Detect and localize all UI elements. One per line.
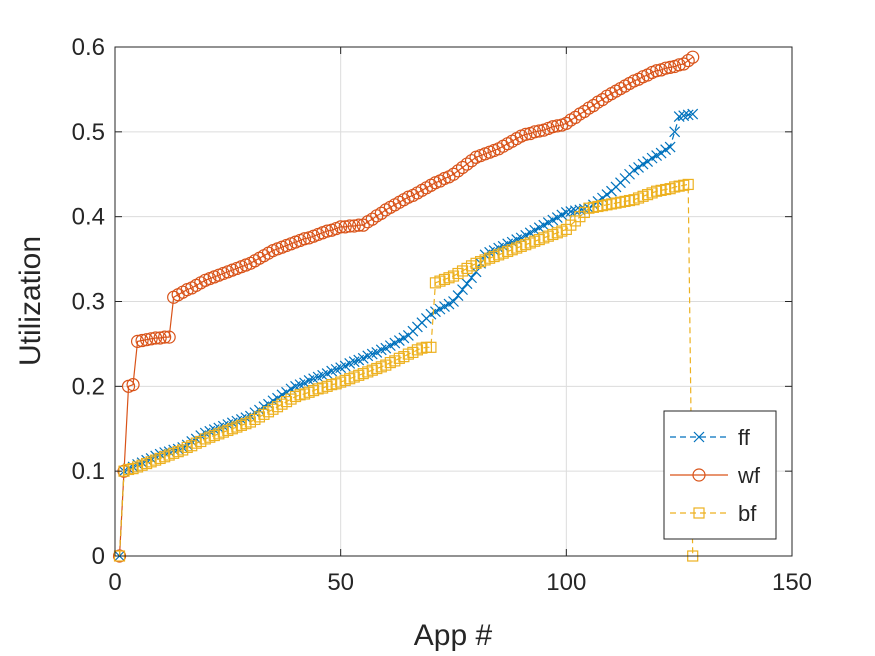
data-point-wf <box>663 60 677 74</box>
data-point-wf <box>586 98 601 113</box>
y-tick-label: 0 <box>92 543 105 570</box>
data-point-wf <box>162 330 176 344</box>
data-point-ff <box>642 156 653 167</box>
data-point-wf <box>126 378 140 392</box>
data-point-wf <box>568 110 582 125</box>
legend-item-ff: ff <box>670 425 751 450</box>
data-point-ff <box>569 205 581 217</box>
data-point-wf <box>356 218 370 232</box>
x-tick-label: 150 <box>772 569 812 596</box>
x-tick-label: 100 <box>546 569 586 596</box>
legend-label: ff <box>738 425 751 450</box>
data-point-bf <box>682 178 694 191</box>
series-wf <box>112 50 700 563</box>
data-point-wf <box>343 219 357 233</box>
data-point-wf <box>446 167 461 181</box>
data-point-wf <box>334 220 348 234</box>
data-point-wf <box>649 64 664 78</box>
y-axis-title: Utilization <box>14 236 47 366</box>
data-point-ff <box>655 147 667 159</box>
data-point-ff <box>633 162 644 173</box>
legend-marker <box>693 431 705 443</box>
data-point-wf <box>546 120 560 134</box>
ticks: 0 50 100 150 0 0.1 0.2 0.3 0.4 0.5 0.6 <box>72 34 812 596</box>
data-point-wf <box>577 104 591 119</box>
data-point-ff <box>565 206 577 218</box>
data-point-ff <box>281 386 292 398</box>
x-tick-label: 0 <box>108 569 121 596</box>
data-point-wf <box>455 160 470 175</box>
data-point-ff <box>457 284 468 296</box>
data-point-wf <box>559 116 573 130</box>
data-point-ff <box>461 278 473 290</box>
data-point-wf <box>686 50 700 64</box>
legend-marker <box>692 468 706 482</box>
data-point-wf <box>677 57 691 71</box>
data-point-wf <box>297 232 312 246</box>
legend-marker <box>693 507 705 519</box>
data-point-wf <box>528 125 542 139</box>
data-point-ff <box>669 126 681 138</box>
data-point-ff <box>678 110 690 122</box>
data-point-ff <box>673 111 685 122</box>
data-point-wf <box>374 206 388 220</box>
x-tick-label: 50 <box>327 569 354 596</box>
data-point-wf <box>550 119 564 133</box>
data-point-wf <box>672 58 686 72</box>
data-point-ff <box>560 207 572 218</box>
legend-item-bf: bf <box>670 501 757 526</box>
data-point-ff <box>664 141 676 153</box>
series-bf <box>113 178 699 562</box>
data-point-wf <box>595 92 610 107</box>
legend-label: bf <box>738 501 757 526</box>
data-point-wf <box>135 333 149 348</box>
data-point-wf <box>451 164 465 178</box>
series-layer <box>112 50 700 563</box>
data-point-wf <box>532 124 546 138</box>
y-tick-label: 0.3 <box>72 289 105 316</box>
data-point-wf <box>659 61 673 75</box>
data-point-wf <box>347 219 361 233</box>
x-axis-title: App # <box>414 619 493 652</box>
data-point-ff <box>682 109 694 121</box>
y-tick-label: 0.1 <box>72 458 105 485</box>
data-point-ff <box>601 189 613 201</box>
data-point-wf <box>130 334 145 348</box>
data-point-wf <box>681 53 695 68</box>
data-point-wf <box>519 127 533 141</box>
data-point-wf <box>149 331 163 345</box>
data-point-ff <box>452 290 464 301</box>
data-point-ff <box>687 108 699 120</box>
data-point-wf <box>352 218 366 232</box>
y-tick-label: 0.5 <box>72 119 105 146</box>
data-point-ff <box>448 296 459 307</box>
y-tick-label: 0.4 <box>72 204 105 231</box>
data-point-wf <box>153 331 167 345</box>
data-point-bf <box>425 341 437 353</box>
data-point-wf <box>139 333 154 347</box>
data-point-wf <box>144 332 158 346</box>
data-point-wf <box>158 330 172 344</box>
data-point-wf <box>338 220 352 234</box>
data-point-wf <box>365 212 379 226</box>
y-tick-label: 0.6 <box>72 34 105 61</box>
y-tick-label: 0.2 <box>72 373 105 400</box>
data-point-wf <box>460 157 474 171</box>
legend-label: wf <box>737 463 761 488</box>
data-point-ff <box>466 272 477 284</box>
legend: ff wf bf <box>663 410 777 540</box>
data-point-wf <box>320 224 334 238</box>
legend-item-wf: wf <box>670 463 761 488</box>
